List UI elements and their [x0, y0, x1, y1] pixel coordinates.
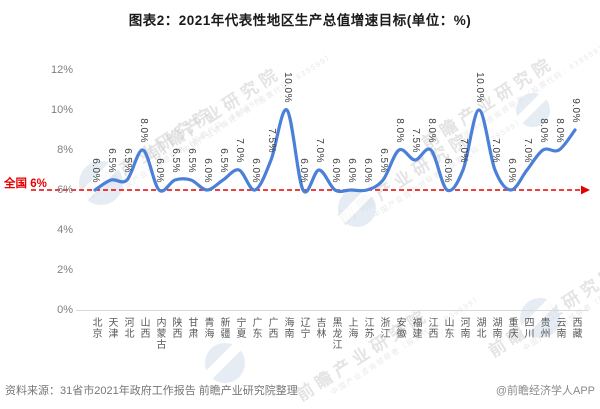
x-category-label: 福建: [410, 317, 421, 339]
x-category-label: 湖北: [474, 317, 485, 339]
x-category-label: 河南: [458, 317, 469, 339]
x-category-label: 四川: [522, 317, 533, 339]
point-value-label: 7.5%: [266, 128, 277, 153]
x-category-label: 新疆: [218, 317, 229, 339]
x-category-label: 辽宁: [298, 317, 309, 339]
x-category-label: 海南: [282, 317, 293, 339]
x-category-label: 云南: [554, 317, 565, 339]
x-category-label: 内蒙古: [154, 317, 165, 350]
point-value-label: 6.5%: [218, 148, 229, 173]
x-category-label: 贵州: [538, 317, 549, 339]
point-value-label: 8.0%: [138, 118, 149, 143]
point-value-label: 6.5%: [378, 148, 389, 173]
point-value-label: 6.0%: [298, 158, 309, 183]
point-value-label: 6.5%: [106, 148, 117, 173]
arrow-right-icon: [581, 185, 590, 195]
point-value-label: 6.0%: [202, 158, 213, 183]
x-category-label: 上海: [346, 317, 357, 339]
point-value-label: 6.0%: [154, 158, 165, 183]
y-tick-label: 0%: [57, 304, 73, 316]
point-value-label: 6.0%: [442, 158, 453, 183]
x-category-label: 西藏: [570, 317, 581, 339]
x-category-label: 江苏: [362, 317, 373, 339]
y-tick-label: 8%: [57, 144, 73, 156]
x-category-label: 宁夏: [234, 317, 245, 339]
x-category-label: 广西: [266, 317, 277, 339]
point-value-label: 8.0%: [538, 118, 549, 143]
point-value-label: 6.0%: [330, 158, 341, 183]
x-category-label: 吉林: [314, 317, 325, 339]
point-value-label: 6.5%: [122, 148, 133, 173]
y-tick-label: 6%: [57, 184, 73, 196]
x-category-label: 甘肃: [186, 317, 197, 339]
point-value-label: 7.0%: [490, 138, 501, 163]
y-tick-label: 4%: [57, 224, 73, 236]
brand-note: @前瞻经济学人APP: [495, 385, 595, 397]
x-category-label: 湖南: [490, 317, 501, 339]
x-category-label: 天津: [106, 317, 117, 339]
point-value-label: 6.0%: [346, 158, 357, 183]
point-value-label: 8.0%: [554, 118, 565, 143]
national-target-label: 全国 6%: [4, 178, 47, 190]
point-value-label: 7.0%: [522, 138, 533, 163]
x-category-label: 重庆: [506, 317, 517, 339]
x-category-label: 江西: [426, 317, 437, 339]
point-value-label: 6.5%: [170, 148, 181, 173]
point-value-label: 6.0%: [90, 158, 101, 183]
chart-title: 图表2：2021年代表性地区生产总值增速目标(单位：%): [128, 13, 472, 28]
x-category-label: 河北: [122, 317, 133, 339]
point-value-label: 6.0%: [250, 158, 261, 183]
x-category-label: 广东: [250, 317, 261, 339]
point-value-label: 6.0%: [362, 158, 373, 183]
y-tick-label: 2%: [57, 264, 73, 276]
point-value-label: 8.0%: [426, 118, 437, 143]
y-tick-label: 10%: [50, 104, 73, 116]
point-value-label: 9.0%: [570, 98, 581, 123]
point-value-label: 8.0%: [394, 118, 405, 143]
x-category-label: 安徽: [394, 317, 405, 339]
point-value-label: 7.0%: [234, 138, 245, 163]
point-value-label: 7.0%: [458, 138, 469, 163]
source-note: 资料来源：31省市2021年政府工作报告 前瞻产业研究院整理: [5, 385, 298, 397]
x-category-label: 青海: [202, 317, 213, 339]
x-category-label: 浙江: [378, 317, 389, 339]
point-value-label: 10.0%: [282, 72, 293, 103]
y-tick-label: 12%: [50, 64, 73, 76]
x-category-label: 陕西: [170, 317, 181, 339]
point-value-label: 10.0%: [474, 72, 485, 103]
point-value-label: 6.5%: [186, 148, 197, 173]
x-category-label: 山西: [138, 317, 149, 339]
gdp-target-line: [93, 108, 577, 194]
point-value-label: 7.5%: [410, 128, 421, 153]
point-value-label: 7.0%: [314, 138, 325, 163]
x-category-label: 黑龙江: [330, 317, 341, 350]
x-category-label: 北京: [90, 317, 101, 339]
point-value-label: 6.0%: [506, 158, 517, 183]
x-category-label: 山东: [442, 317, 453, 339]
